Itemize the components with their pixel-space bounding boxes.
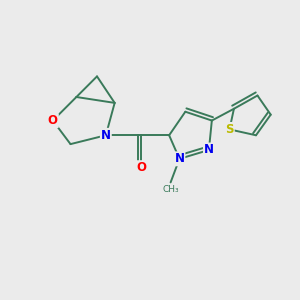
Text: O: O <box>136 161 146 174</box>
Text: CH₃: CH₃ <box>162 185 179 194</box>
Text: O: O <box>48 114 58 127</box>
Text: N: N <box>101 129 111 142</box>
Text: N: N <box>174 152 184 165</box>
Text: N: N <box>204 143 214 157</box>
Text: S: S <box>225 123 234 136</box>
